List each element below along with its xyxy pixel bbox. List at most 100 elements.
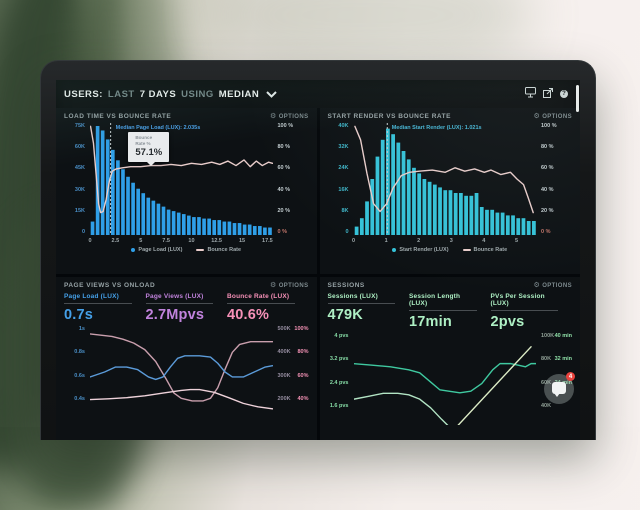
metric-value: 2pvs xyxy=(490,314,525,330)
bar xyxy=(526,221,531,235)
axis-tick: 30K xyxy=(74,186,85,193)
bar xyxy=(521,218,525,235)
bar xyxy=(121,169,125,235)
axis-tick: 80K xyxy=(541,356,552,363)
axis-tick: 8K xyxy=(341,207,349,214)
bar xyxy=(515,218,520,235)
bar xyxy=(217,220,222,235)
metric-page-views: Page Views (LUX) 2.7Mpvs xyxy=(145,293,228,323)
chart-area: 40K 32K 24K 16K 8K 0 Median Start Render (LUX)… xyxy=(328,123,573,235)
panel-title: PAGE VIEWS VS ONLOAD xyxy=(64,282,156,289)
bar xyxy=(141,193,146,235)
axis-tick: 16K xyxy=(338,186,349,193)
options-button[interactable]: ⚙ OPTIONS xyxy=(270,113,309,120)
axis-tick: 500K xyxy=(277,326,291,332)
chevron-down-icon[interactable] xyxy=(266,90,277,98)
plot-area xyxy=(90,326,273,418)
share-icon[interactable] xyxy=(543,85,553,103)
axis-tick: 3.2 pvs xyxy=(329,356,349,363)
help-icon[interactable]: ? xyxy=(560,90,568,98)
monitor-icon[interactable] xyxy=(525,85,536,103)
axis-tick: 32K xyxy=(338,144,349,151)
bar xyxy=(411,167,416,235)
bar xyxy=(247,224,252,235)
notification-badge: 4 xyxy=(566,372,575,381)
bar xyxy=(395,142,400,235)
bar xyxy=(90,221,95,235)
chat-bubble-icon xyxy=(552,382,566,397)
chart-area: 75K 60K 45K 30K 15K 0 Median Page Load (LUX): … xyxy=(64,123,309,235)
options-button[interactable]: ⚙ OPTIONS xyxy=(270,282,309,289)
axis-tick: 4 xyxy=(482,238,486,244)
panel-load-time-vs-bounce-rate: LOAD TIME VS BOUNCE RATE ⚙ OPTIONS 75K 60… xyxy=(56,108,317,274)
axis-tick: 100 % xyxy=(541,123,557,129)
axis-tick: 0 xyxy=(345,228,349,235)
x-axis: 0 2.5 5 7.5 10 12.5 15 17.5 xyxy=(88,237,273,246)
bar xyxy=(463,195,468,235)
axis-tick: 12.5 xyxy=(211,238,222,244)
bar xyxy=(181,214,186,235)
plot-area: Median Start Render (LUX): 1.021s xyxy=(354,123,537,235)
panel-header: SESSIONS ⚙ OPTIONS xyxy=(328,282,573,289)
chart-area: 1s 0.8s 0.6s 0.4s 500K 100% 400K 80% 300K 60% 200K… xyxy=(64,326,309,418)
data-line xyxy=(354,126,532,212)
bar xyxy=(212,220,217,235)
y-axis-right: 100 % 80 % 60 % 40 % 20 % 0 % xyxy=(536,123,572,235)
bar xyxy=(484,209,489,235)
legend-label: Page Load (LUX) xyxy=(138,247,183,253)
metric-value: 2.7Mpvs xyxy=(145,307,205,323)
axis-tick: 1.6 pvs xyxy=(329,402,349,409)
legend-label: Bounce Rate xyxy=(207,247,242,253)
bar xyxy=(385,128,390,235)
options-label: OPTIONS xyxy=(278,113,309,120)
bar xyxy=(268,227,272,235)
gear-icon: ⚙ xyxy=(533,282,541,289)
y-axis-left: 4 pvs 3.2 pvs 2.4 pvs 1.6 pvs xyxy=(328,333,354,409)
bar xyxy=(359,218,364,235)
axis-tick-pair: 40K xyxy=(541,403,572,409)
axis-tick: 60 % xyxy=(277,165,291,172)
axis-tick: 2.5 xyxy=(111,238,120,244)
axis-tick: 0.6s xyxy=(74,372,85,379)
axis-tick: 80% xyxy=(297,349,309,356)
metric-session-length: Session Length (LUX) 17min xyxy=(409,293,491,330)
chart-area: 4 pvs 3.2 pvs 2.4 pvs 1.6 pvs 100K 40 min 80K 3… xyxy=(328,333,572,425)
y-axis-left: 75K 60K 45K 30K 15K 0 xyxy=(64,123,90,235)
median-annotation: Median Page Load (LUX): 2.035s xyxy=(115,125,201,131)
bar xyxy=(479,207,484,235)
bar xyxy=(354,226,358,235)
bar xyxy=(422,179,426,235)
data-line xyxy=(91,126,273,212)
chat-button[interactable]: 4 xyxy=(544,372,575,404)
bar xyxy=(146,197,151,235)
dashboard-screen: USERS: LAST 7 DAYS USING MEDIAN ? xyxy=(56,80,580,440)
app-header: USERS: LAST 7 DAYS USING MEDIAN ? xyxy=(56,80,580,108)
scrollbar[interactable] xyxy=(576,85,579,112)
title-segment: 7 DAYS xyxy=(139,88,177,100)
gear-icon: ⚙ xyxy=(533,113,541,120)
x-axis: 0 1 2 3 4 5 xyxy=(352,237,537,246)
axis-tick: 400K xyxy=(277,349,291,356)
bar xyxy=(202,218,206,235)
chart-canvas xyxy=(90,326,273,418)
options-button[interactable]: ⚙ OPTIONS xyxy=(534,282,573,289)
bar xyxy=(531,221,536,235)
axis-tick: 80 % xyxy=(277,144,291,151)
options-button[interactable]: ⚙ OPTIONS xyxy=(534,113,573,120)
bar xyxy=(136,188,140,235)
bar xyxy=(176,212,181,235)
users-range-dropdown[interactable]: USERS: LAST 7 DAYS USING MEDIAN xyxy=(64,89,277,100)
y-axis-left: 40K 32K 24K 16K 8K 0 xyxy=(328,123,354,235)
axis-tick: 32 min xyxy=(554,356,572,363)
tooltip-value: 57.1% xyxy=(135,147,163,159)
gear-icon: ⚙ xyxy=(270,113,277,120)
median-annotation: Median Start Render (LUX): 1.021s xyxy=(391,125,482,131)
bar xyxy=(156,203,161,235)
y-axis-right: 100 % 80 % 60 % 40 % 20 % 0 % xyxy=(273,123,309,235)
metric-value: 17min xyxy=(409,314,452,330)
bar xyxy=(197,217,201,235)
bar xyxy=(364,201,369,235)
bar xyxy=(453,193,458,235)
bar xyxy=(375,156,379,235)
axis-tick: 17.5 xyxy=(262,238,273,244)
